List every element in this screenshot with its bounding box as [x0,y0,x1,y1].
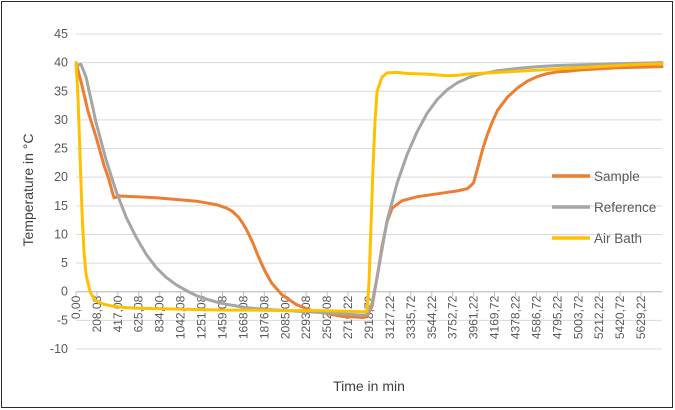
legend: Sample Reference Air Bath [552,169,656,246]
x-tick-label: 4169,72 [488,295,502,339]
x-tick-label: 3752,72 [446,295,460,339]
y-tick-label: 20 [54,170,68,184]
x-axis-title: Time in min [333,378,405,394]
y-tick-label: 0 [61,285,68,299]
legend-label: Reference [594,200,656,215]
x-tick-label: 2085,00 [278,295,292,339]
y-tick-label: 30 [54,113,68,127]
x-tick-label: 1251,08 [195,295,209,339]
x-tick-label: 1042,08 [174,295,188,339]
series-line-air-bath [74,61,664,314]
y-tick-label: 40 [54,56,68,70]
x-tick-label: 5420,72 [613,295,627,339]
x-tick-label: 3961,22 [467,295,481,339]
x-tick-label: 5003,72 [571,295,585,339]
x-tick-label: 208,08 [90,295,104,332]
y-tick-label: 10 [54,227,68,241]
x-tick-label: 0,00 [69,295,83,319]
x-tick-label: 4795,22 [550,295,564,339]
x-tick-label: 3127,22 [383,295,397,339]
y-tick-label: -5 [57,313,68,327]
x-tick-label: 5212,22 [592,295,606,339]
series-line-reference [74,61,664,317]
x-tick-label: 2293,08 [299,295,313,339]
x-tick-label: 4586,72 [529,295,543,339]
x-tick-label: 625,08 [132,295,146,332]
x-tick-label: 3335,72 [404,295,418,339]
x-tick-label: 1876,08 [257,295,271,339]
x-tick-label: 1459,08 [215,295,229,339]
series-lines [74,61,664,319]
x-tick-label: 5629,22 [634,295,648,339]
y-tick-label: 5 [61,256,68,270]
y-tick-label: 35 [54,84,68,98]
y-tick-label: 45 [54,27,68,41]
x-tick-label: 3544,22 [425,295,439,339]
legend-label: Sample [594,169,640,184]
y-axis-tick-labels: -10 -5 0 5 10 15 20 25 30 35 40 45 [50,27,68,356]
y-axis-title: Temperature in °C [20,134,36,247]
series-line-sample [74,61,664,319]
y-tick-label: 25 [54,142,68,156]
y-tick-label: 15 [54,199,68,213]
x-tick-label: 417,00 [111,295,125,332]
x-tick-label: 4378,22 [508,295,522,339]
x-tick-label: 834,00 [153,295,167,332]
legend-label: Air Bath [594,231,642,246]
x-axis-tick-labels: 0,00 208,08 417,00 625,08 834,00 1042,08 1251,… [69,291,648,339]
y-tick-label: -10 [50,342,68,356]
x-tick-label: 2502,08 [320,295,334,339]
x-tick-label: 1668,08 [236,295,250,339]
